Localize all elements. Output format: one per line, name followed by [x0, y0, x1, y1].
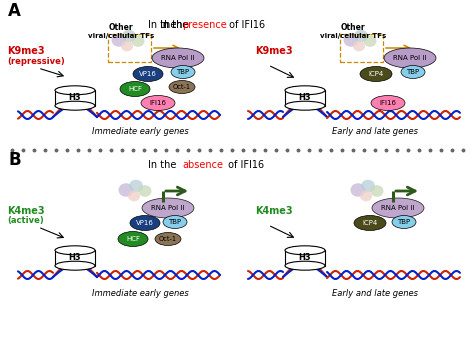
Text: viral/cellular TFs: viral/cellular TFs: [320, 33, 386, 39]
Text: H3: H3: [69, 253, 82, 262]
Bar: [285, 90, 325, 106]
Ellipse shape: [401, 65, 425, 78]
Ellipse shape: [142, 198, 194, 218]
Ellipse shape: [111, 33, 127, 47]
Ellipse shape: [354, 216, 386, 231]
Text: ICP4: ICP4: [363, 220, 378, 226]
Ellipse shape: [361, 180, 375, 192]
Ellipse shape: [152, 48, 204, 68]
Ellipse shape: [384, 48, 436, 68]
Text: Early and late genes: Early and late genes: [332, 289, 418, 298]
Text: Immediate early genes: Immediate early genes: [91, 126, 188, 135]
Ellipse shape: [121, 41, 133, 52]
Ellipse shape: [55, 246, 95, 255]
Ellipse shape: [353, 41, 365, 52]
Text: K9me3: K9me3: [255, 46, 292, 56]
Ellipse shape: [163, 216, 187, 228]
Ellipse shape: [55, 86, 95, 95]
Text: In the: In the: [148, 160, 180, 170]
Text: HCF: HCF: [128, 86, 142, 92]
Text: K9me3: K9me3: [7, 46, 45, 56]
Ellipse shape: [392, 216, 416, 228]
Text: of IFI16: of IFI16: [225, 160, 264, 170]
Bar: [55, 90, 95, 106]
Text: B: B: [8, 151, 21, 169]
Text: RNA Pol II: RNA Pol II: [381, 205, 415, 211]
Ellipse shape: [285, 101, 325, 110]
Ellipse shape: [285, 246, 325, 255]
Text: TBP: TBP: [397, 219, 410, 225]
Text: TBP: TBP: [168, 219, 182, 225]
Ellipse shape: [372, 198, 424, 218]
Ellipse shape: [138, 185, 152, 197]
Text: of IFI16: of IFI16: [226, 20, 265, 30]
Text: HCF: HCF: [126, 236, 140, 242]
Text: VP16: VP16: [139, 71, 157, 77]
Ellipse shape: [285, 86, 325, 95]
Text: viral/cellular TFs: viral/cellular TFs: [88, 33, 154, 39]
Text: K4me3: K4me3: [255, 206, 292, 216]
Text: IFI16: IFI16: [380, 100, 396, 106]
Text: absence: absence: [182, 160, 223, 170]
Text: (active): (active): [7, 216, 44, 225]
Ellipse shape: [360, 191, 372, 201]
Text: IFI16: IFI16: [149, 100, 166, 106]
Ellipse shape: [371, 95, 405, 110]
Ellipse shape: [128, 191, 140, 201]
Ellipse shape: [55, 101, 95, 110]
Text: H3: H3: [69, 94, 82, 102]
Ellipse shape: [371, 185, 383, 197]
Text: (repressive): (repressive): [7, 57, 65, 65]
Ellipse shape: [141, 95, 175, 110]
Text: Oct-1: Oct-1: [159, 236, 177, 242]
Text: K4me3: K4me3: [7, 206, 45, 216]
Ellipse shape: [118, 232, 148, 246]
Ellipse shape: [354, 30, 368, 42]
Text: Early and late genes: Early and late genes: [332, 126, 418, 135]
Ellipse shape: [155, 232, 181, 245]
Text: In the: In the: [161, 20, 192, 30]
Ellipse shape: [118, 183, 134, 197]
Text: TBP: TBP: [176, 69, 190, 75]
Ellipse shape: [120, 82, 150, 97]
Text: presence: presence: [182, 20, 227, 30]
Text: H3: H3: [299, 94, 311, 102]
Bar: [285, 250, 325, 266]
Ellipse shape: [350, 183, 365, 197]
Text: H3: H3: [299, 253, 311, 262]
Text: Immediate early genes: Immediate early genes: [91, 289, 188, 298]
Text: Other: Other: [109, 24, 133, 33]
Text: In the: In the: [148, 20, 180, 30]
Text: A: A: [8, 2, 21, 20]
Ellipse shape: [364, 35, 376, 47]
Text: ICP4: ICP4: [368, 71, 383, 77]
Ellipse shape: [122, 30, 136, 42]
Text: RNA Pol II: RNA Pol II: [151, 205, 185, 211]
Text: Oct-1: Oct-1: [173, 84, 191, 90]
Ellipse shape: [169, 81, 195, 94]
Ellipse shape: [55, 261, 95, 270]
Text: Other: Other: [341, 24, 365, 33]
Ellipse shape: [129, 180, 143, 192]
Text: RNA Pol II: RNA Pol II: [393, 55, 427, 61]
Ellipse shape: [131, 35, 145, 47]
Bar: [55, 250, 95, 266]
Text: In the: In the: [161, 20, 192, 30]
Ellipse shape: [344, 33, 358, 47]
Ellipse shape: [133, 66, 163, 82]
Ellipse shape: [171, 65, 195, 78]
Ellipse shape: [360, 66, 392, 82]
Text: TBP: TBP: [406, 69, 419, 75]
Ellipse shape: [130, 216, 160, 231]
Ellipse shape: [285, 261, 325, 270]
Text: VP16: VP16: [136, 220, 154, 226]
Text: RNA Pol II: RNA Pol II: [161, 55, 195, 61]
